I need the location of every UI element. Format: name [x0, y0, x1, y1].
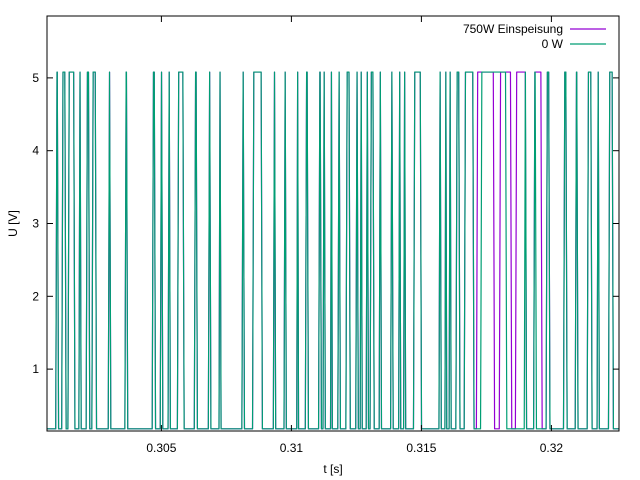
y-tick-label: 1 [32, 362, 39, 376]
y-tick-label: 3 [32, 217, 39, 231]
series-line-1 [47, 71, 619, 430]
y-axis-label: U [V] [6, 210, 20, 237]
x-tick-label: 0.32 [540, 441, 564, 455]
series-layer [47, 71, 619, 430]
legend-label: 750W Einspeisung [463, 22, 563, 36]
y-tick-label: 4 [32, 144, 39, 158]
x-tick-label: 0.305 [146, 441, 176, 455]
y-tick-label: 2 [32, 289, 39, 303]
legend-label: 0 W [542, 37, 564, 51]
y-tick-label: 5 [32, 71, 39, 85]
x-tick-label: 0.31 [280, 441, 304, 455]
x-axis-label: t [s] [323, 462, 342, 476]
x-tick-label: 0.315 [406, 441, 436, 455]
ticks-layer: 0.305 0.31 0.315 0.32 1 2 3 4 5 [32, 16, 619, 455]
